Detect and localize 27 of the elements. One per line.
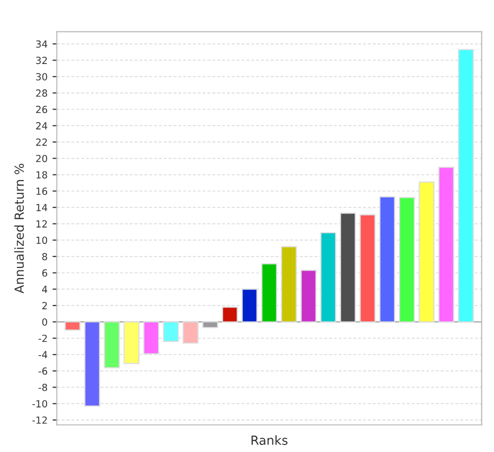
y-tick-label: -4 [38, 351, 48, 358]
y-tick-label: 20 [36, 154, 48, 162]
y-tick-label: 6 [42, 269, 48, 277]
y-tick-label: 24 [36, 122, 48, 130]
y-tick-label: 2 [42, 302, 47, 310]
y-tick-label: 14 [36, 204, 48, 212]
y-tick-label: 4 [42, 286, 48, 293]
y-tick-label: 16 [36, 188, 48, 195]
bar [64, 321, 80, 331]
y-tick-label: 18 [36, 171, 48, 179]
y-tick-label: 10 [36, 236, 48, 244]
y-tick-label: 34 [36, 40, 48, 48]
y-tick-label: 22 [36, 138, 47, 146]
y-tick-label: 8 [42, 252, 48, 260]
y-axis-title: Annualized Return % [14, 164, 24, 294]
y-tick-label: 12 [36, 220, 47, 228]
y-tick-label: -2 [38, 334, 47, 342]
y-tick-label: -6 [38, 367, 48, 375]
y-tick-label: 32 [36, 56, 47, 64]
y-tick-label: 0 [42, 318, 48, 326]
x-axis-title: Ranks [252, 435, 288, 445]
y-tick-label: 30 [36, 73, 48, 80]
y-tick-label: -12 [32, 416, 47, 424]
y-tick-label: 26 [36, 106, 48, 114]
y-tick-label: 28 [36, 89, 48, 97]
y-tick-label: -8 [38, 384, 48, 392]
y-tick-label: -10 [32, 400, 48, 408]
